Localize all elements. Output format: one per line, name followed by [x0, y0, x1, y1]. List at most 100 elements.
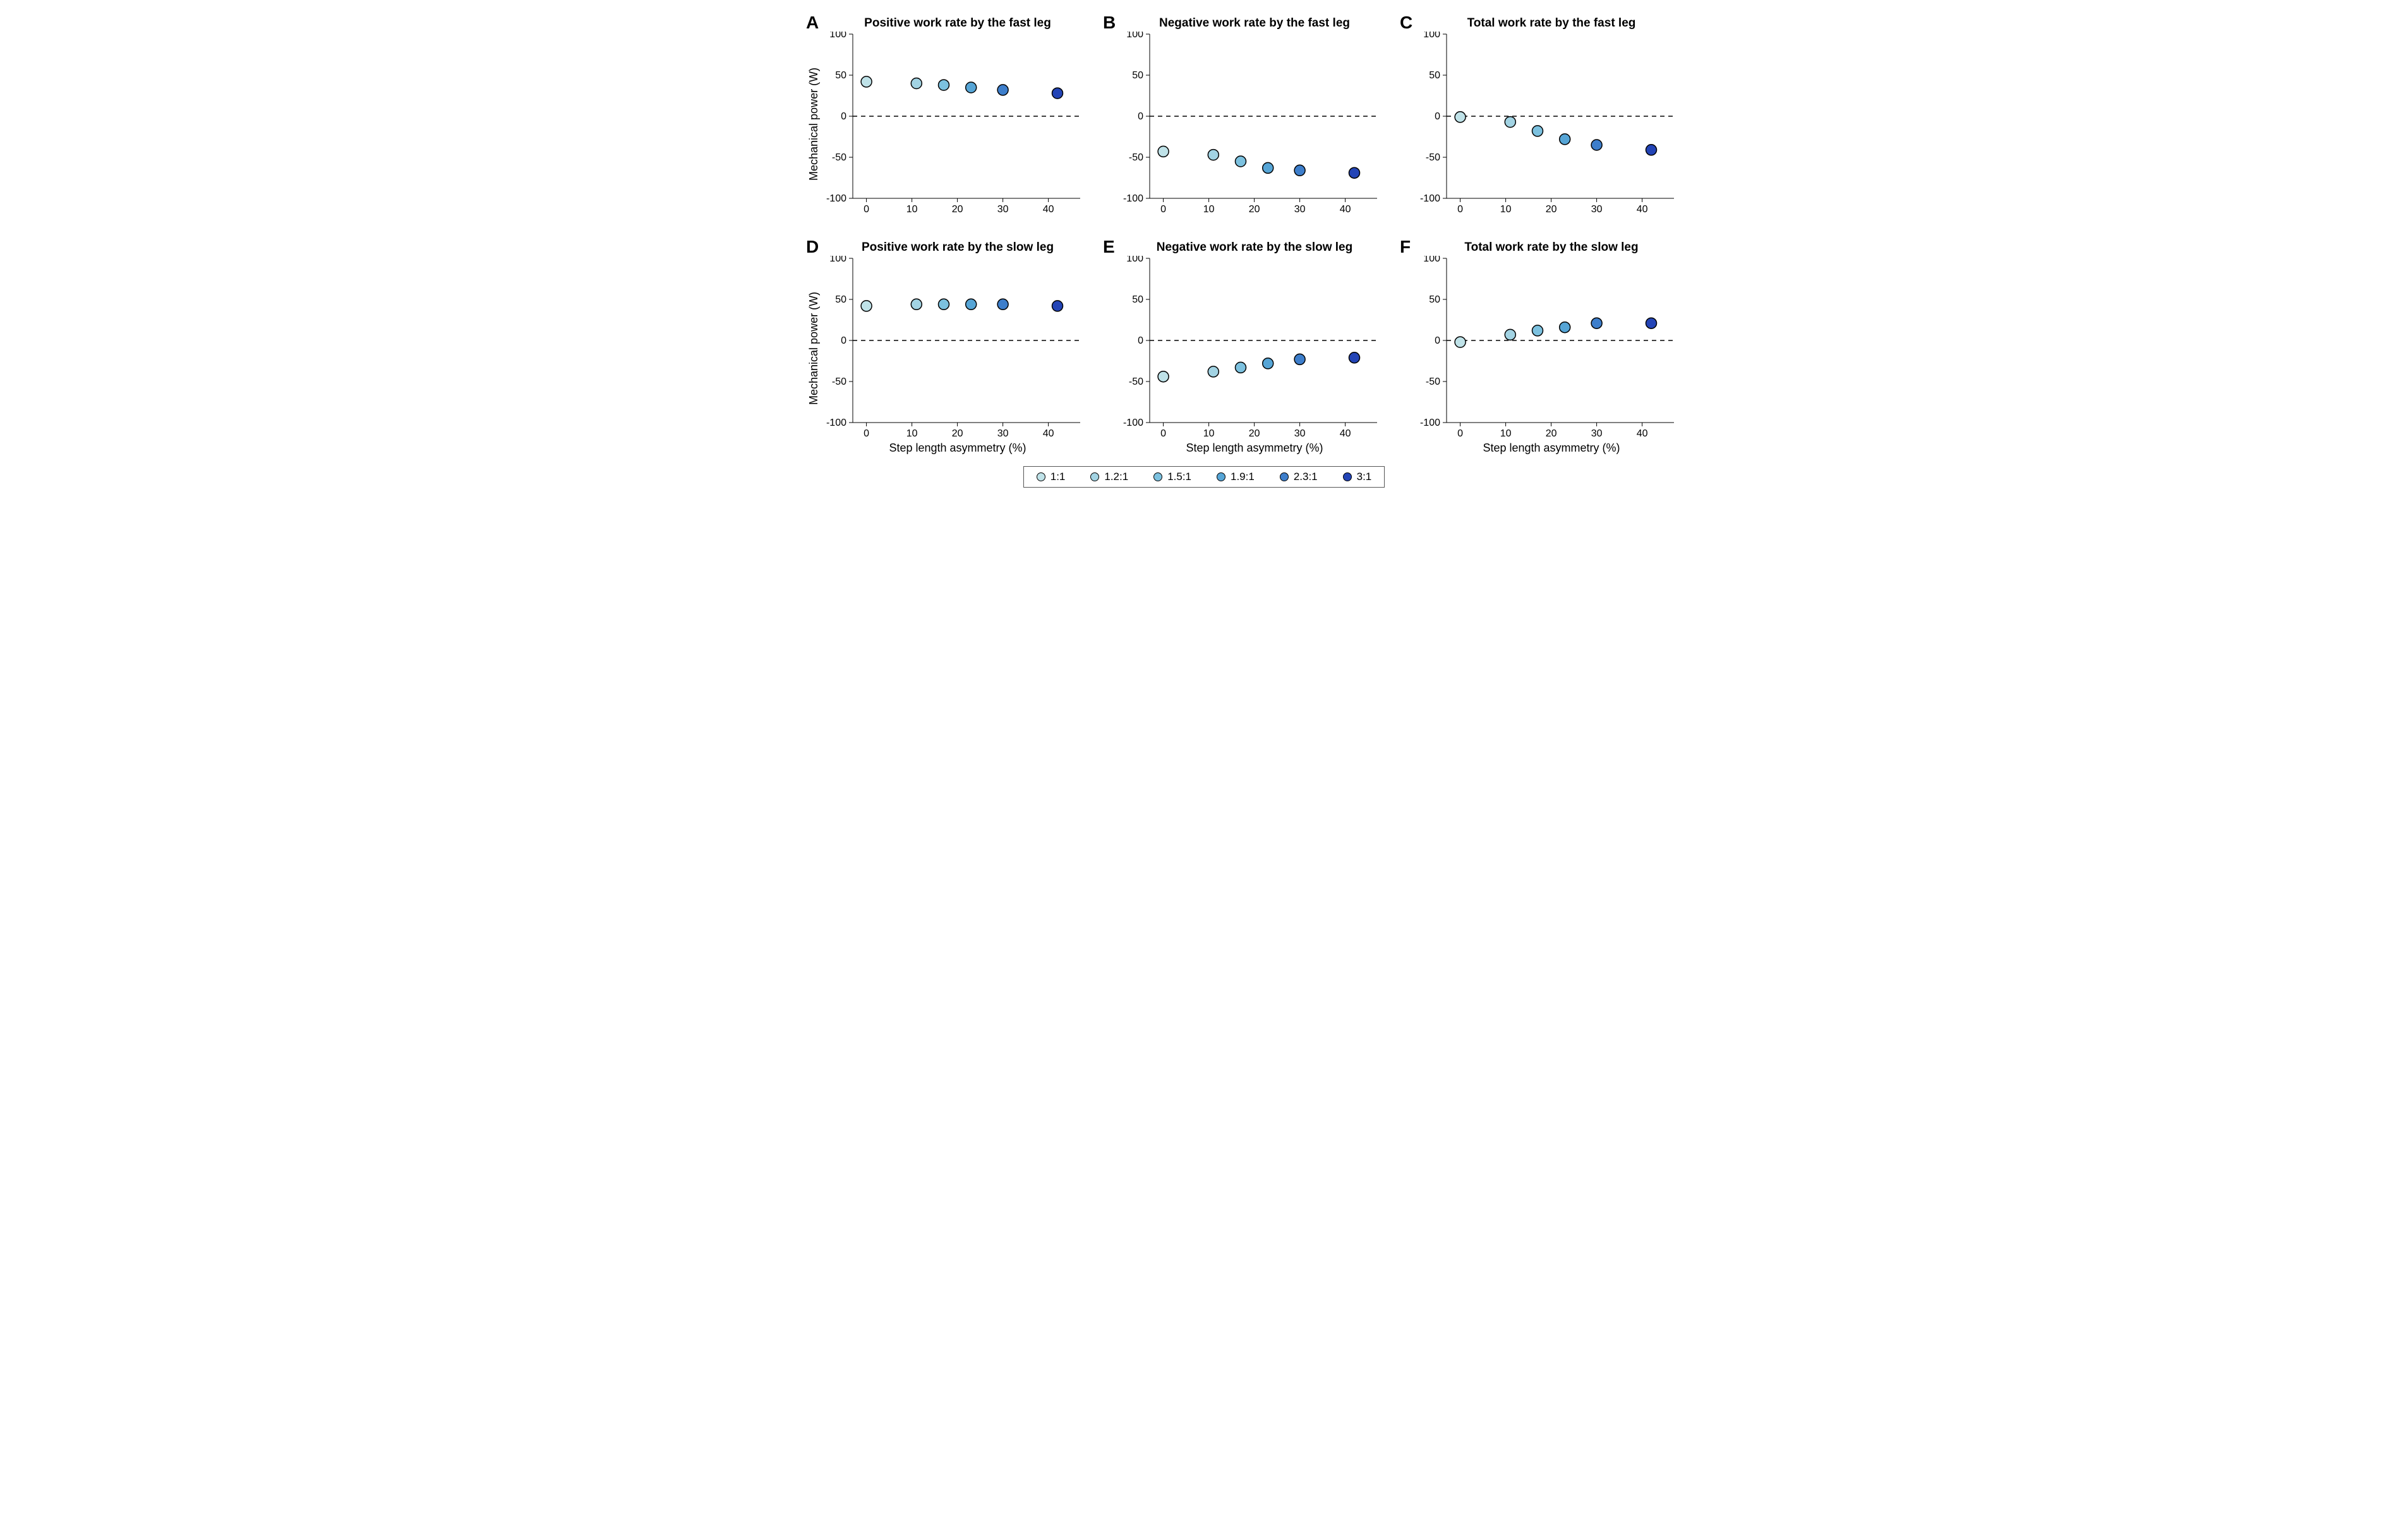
svg-text:20: 20 [1249, 428, 1260, 439]
legend-item: 2.3:1 [1280, 471, 1318, 483]
scatter-plot: 010203040 -100-50050100 [1121, 256, 1381, 440]
svg-text:40: 40 [1340, 428, 1351, 439]
svg-text:0: 0 [1457, 204, 1463, 215]
svg-text:-100: -100 [826, 418, 846, 428]
svg-text:10: 10 [1203, 204, 1215, 215]
data-point [1560, 322, 1570, 333]
x-axis-label: Step length asymmetry (%) [1425, 442, 1678, 455]
legend-marker-icon [1153, 472, 1162, 481]
panel-letter: E [1103, 237, 1115, 257]
svg-text:50: 50 [1132, 70, 1143, 81]
svg-text:30: 30 [1294, 428, 1306, 439]
svg-text:40: 40 [1043, 428, 1054, 439]
panel-F: F Total work rate by the slow leg Mechan… [1400, 237, 1678, 455]
data-point [1591, 318, 1602, 328]
svg-text:30: 30 [997, 428, 1009, 439]
data-point [1294, 165, 1305, 176]
data-point [1208, 366, 1219, 377]
svg-text:-100: -100 [826, 193, 846, 204]
svg-text:100: 100 [1126, 32, 1143, 40]
svg-text:0: 0 [1160, 204, 1166, 215]
svg-text:0: 0 [1138, 335, 1143, 346]
panel-title: Total work rate by the slow leg [1425, 241, 1678, 255]
legend: 1:1 1.2:1 1.5:1 1.9:1 2.3:1 3:1 [1023, 466, 1385, 488]
svg-text:0: 0 [1138, 111, 1143, 122]
panel-title: Negative work rate by the slow leg [1128, 241, 1381, 255]
legend-marker-icon [1217, 472, 1225, 481]
legend-label: 2.3:1 [1294, 471, 1318, 483]
legend-item: 1:1 [1037, 471, 1066, 483]
legend-item: 1.2:1 [1090, 471, 1128, 483]
panel-C: C Total work rate by the fast leg Mechan… [1400, 13, 1678, 231]
data-point [997, 299, 1008, 309]
svg-text:40: 40 [1340, 204, 1351, 215]
data-point [861, 301, 872, 311]
svg-text:50: 50 [835, 294, 846, 305]
svg-text:0: 0 [841, 335, 846, 346]
svg-text:-100: -100 [1420, 418, 1440, 428]
data-point [911, 299, 922, 309]
svg-text:40: 40 [1637, 204, 1648, 215]
data-point [1505, 117, 1515, 128]
data-point [1505, 329, 1515, 340]
panel-letter: F [1400, 237, 1411, 257]
legend-item: 1.5:1 [1153, 471, 1191, 483]
data-point [1236, 156, 1246, 167]
scatter-plot: 010203040 -100-50050100 [1121, 32, 1381, 216]
svg-text:100: 100 [829, 32, 846, 40]
svg-text:50: 50 [1132, 294, 1143, 305]
svg-text:0: 0 [841, 111, 846, 122]
legend-label: 1:1 [1050, 471, 1066, 483]
data-point [1263, 358, 1273, 369]
svg-text:100: 100 [1423, 32, 1440, 40]
panel-letter: A [806, 13, 819, 33]
scatter-plot: 010203040 -100-50050100 [824, 256, 1084, 440]
legend-label: 1.9:1 [1231, 471, 1255, 483]
legend-label: 3:1 [1357, 471, 1372, 483]
panel-letter: C [1400, 13, 1412, 33]
legend-item: 3:1 [1343, 471, 1372, 483]
svg-text:10: 10 [1500, 428, 1512, 439]
legend-label: 1.5:1 [1167, 471, 1191, 483]
data-point [1646, 145, 1657, 155]
svg-text:-100: -100 [1123, 193, 1143, 204]
scatter-plot: 010203040 -100-50050100 [1418, 256, 1678, 440]
scatter-plot: 010203040 -100-50050100 [1418, 32, 1678, 216]
svg-text:50: 50 [1429, 70, 1440, 81]
svg-text:50: 50 [1429, 294, 1440, 305]
data-point [911, 78, 922, 89]
svg-text:20: 20 [952, 428, 963, 439]
svg-text:0: 0 [864, 204, 869, 215]
svg-text:30: 30 [1294, 204, 1306, 215]
legend-item: 1.9:1 [1217, 471, 1255, 483]
panel-title: Negative work rate by the fast leg [1128, 16, 1381, 30]
panel-title: Positive work rate by the slow leg [831, 241, 1084, 255]
svg-text:20: 20 [952, 204, 963, 215]
data-point [1349, 167, 1360, 178]
data-point [1591, 140, 1602, 150]
panel-letter: B [1103, 13, 1116, 33]
panel-E: E Negative work rate by the slow leg Mec… [1103, 237, 1381, 455]
svg-text:-100: -100 [1123, 418, 1143, 428]
panel-title: Total work rate by the fast leg [1425, 16, 1678, 30]
data-point [1158, 146, 1169, 157]
panel-title: Positive work rate by the fast leg [831, 16, 1084, 30]
figure-container: A Positive work rate by the fast leg Mec… [806, 13, 1602, 488]
data-point [1236, 362, 1246, 373]
data-point [1349, 352, 1360, 363]
data-point [966, 82, 977, 93]
data-point [1532, 325, 1543, 336]
svg-text:20: 20 [1249, 204, 1260, 215]
data-point [1294, 354, 1305, 364]
svg-text:0: 0 [1435, 111, 1440, 122]
data-point [861, 76, 872, 87]
legend-marker-icon [1343, 472, 1352, 481]
legend-label: 1.2:1 [1104, 471, 1128, 483]
svg-text:-50: -50 [1129, 376, 1143, 387]
legend-marker-icon [1037, 472, 1045, 481]
svg-text:40: 40 [1637, 428, 1648, 439]
svg-text:30: 30 [1591, 204, 1603, 215]
svg-text:-50: -50 [832, 152, 846, 163]
svg-text:30: 30 [997, 204, 1009, 215]
panel-B: B Negative work rate by the fast leg Mec… [1103, 13, 1381, 231]
